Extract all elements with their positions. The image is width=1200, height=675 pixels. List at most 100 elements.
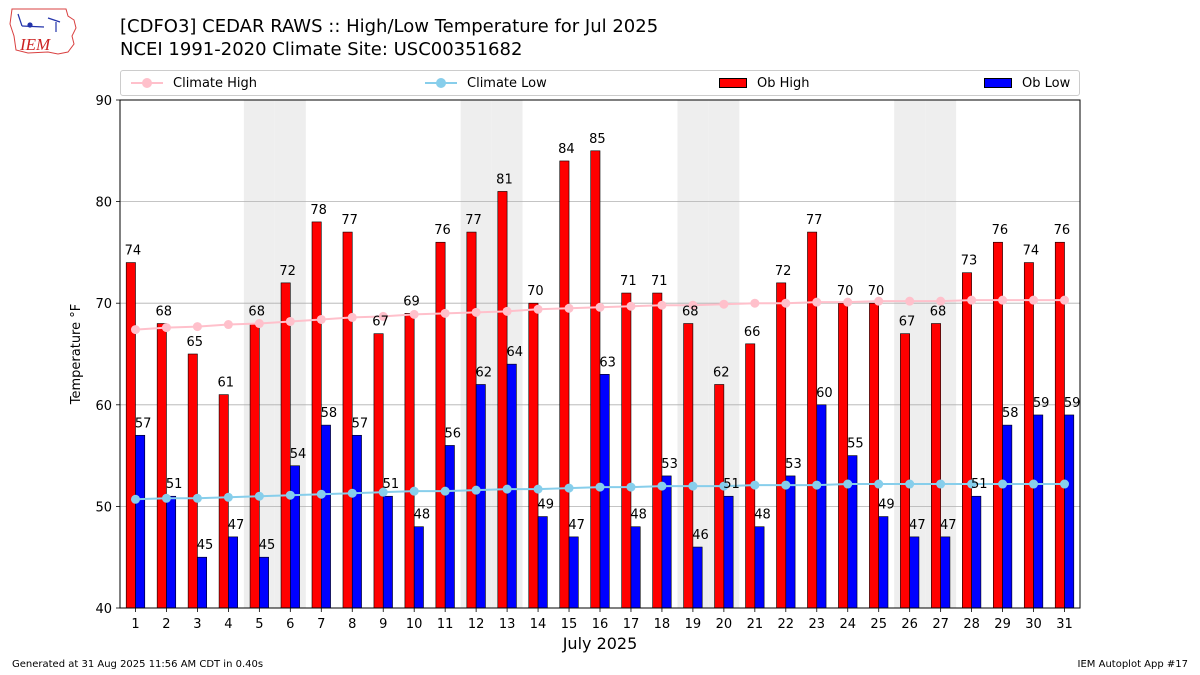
- legend-climate-low: Climate Low: [425, 71, 547, 95]
- climate-low-point-19: [688, 481, 698, 491]
- chart-subtitle: NCEI 1991-2020 Climate Site: USC00351682: [120, 39, 523, 60]
- ob-high-bar-19: [683, 323, 694, 609]
- ob-high-label-8: 77: [341, 213, 358, 228]
- legend-ob-low: Ob Low: [984, 71, 1070, 95]
- ob-high-label-17: 71: [620, 274, 637, 289]
- ob-low-label-8: 57: [352, 416, 369, 431]
- ob-low-label-9: 51: [383, 477, 400, 492]
- x-tick-label-6: 6: [286, 617, 294, 632]
- ob-low-bar-11: [444, 445, 455, 609]
- climate-high-point-12: [471, 307, 481, 317]
- ob-low-label-5: 45: [259, 538, 276, 553]
- x-tick-label-29: 29: [994, 617, 1011, 632]
- x-tick-label-8: 8: [348, 617, 356, 632]
- y-tick-label-50: 50: [95, 500, 112, 515]
- climate-high-point-4: [223, 320, 233, 330]
- climate-high-point-15: [564, 303, 574, 313]
- climate-low-point-30: [1029, 479, 1039, 489]
- ob-high-label-12: 77: [465, 213, 482, 228]
- ob-low-bar-8: [351, 434, 362, 609]
- climate-low-point-18: [657, 481, 667, 491]
- ob-low-bar-6: [290, 465, 300, 609]
- ob-high-label-6: 72: [279, 264, 296, 279]
- x-tick-label-5: 5: [255, 617, 263, 632]
- climate-low-point-13: [502, 484, 512, 494]
- ob-high-label-14: 70: [527, 284, 544, 299]
- climate-low-point-3: [192, 493, 202, 503]
- climate-high-point-13: [502, 306, 512, 316]
- ob-high-label-11: 76: [434, 223, 451, 238]
- x-tick-label-21: 21: [747, 617, 764, 632]
- ob-low-bar-27: [940, 536, 951, 609]
- x-tick-label-2: 2: [162, 617, 170, 632]
- ob-high-label-9: 67: [372, 315, 389, 330]
- climate-low-point-23: [812, 480, 822, 490]
- climate-high-point-6: [285, 316, 295, 326]
- climate-high-point-5: [254, 319, 264, 329]
- climate-low-point-16: [595, 482, 605, 492]
- ob-low-label-2: 51: [166, 477, 183, 492]
- ob-low-label-30: 59: [1033, 396, 1050, 411]
- ob-high-label-19: 68: [682, 305, 699, 320]
- climate-high-point-9: [378, 311, 388, 321]
- climate-low-point-8: [347, 488, 357, 498]
- ob-low-label-22: 53: [785, 457, 802, 472]
- ob-low-label-29: 58: [1002, 406, 1019, 421]
- ob-high-bar-20: [714, 384, 725, 609]
- ob-high-bar-26: [900, 333, 910, 609]
- x-tick-label-3: 3: [193, 617, 201, 632]
- ob-high-label-26: 67: [899, 315, 916, 330]
- ob-high-bar-22: [776, 282, 787, 609]
- climate-low-point-22: [781, 480, 791, 490]
- x-tick-label-12: 12: [468, 617, 485, 632]
- ob-high-bar-1: [125, 262, 136, 609]
- climate-high-point-25: [874, 296, 884, 306]
- climate-low-point-1: [130, 494, 140, 504]
- ob-low-bar-9: [382, 495, 393, 609]
- ob-high-label-24: 70: [837, 284, 854, 299]
- ob-high-label-23: 77: [806, 213, 823, 228]
- iem-logo: IEM: [9, 8, 77, 55]
- ob-high-label-28: 73: [961, 254, 978, 269]
- x-tick-label-28: 28: [963, 617, 980, 632]
- ob-low-bar-14: [537, 516, 548, 609]
- ob-low-bar-28: [971, 495, 982, 609]
- climate-high-point-29: [998, 295, 1008, 305]
- x-tick-label-13: 13: [499, 617, 516, 632]
- ob-low-bar-29: [1002, 424, 1013, 609]
- ob-high-label-27: 68: [930, 305, 947, 320]
- ob-high-bar-23: [807, 231, 818, 609]
- ob-high-bar-15: [559, 160, 570, 609]
- legend-climate-low-swatch: [425, 78, 457, 88]
- climate-high-point-8: [347, 312, 357, 322]
- ob-low-bar-12: [475, 384, 486, 609]
- y-axis-title: Temperature °F: [69, 304, 84, 405]
- climate-low-point-28: [967, 479, 977, 489]
- x-tick-label-27: 27: [932, 617, 949, 632]
- x-axis-title: July 2025: [562, 634, 638, 653]
- ob-high-label-10: 69: [403, 294, 420, 309]
- ob-high-bar-18: [652, 292, 663, 609]
- ob-low-label-21: 48: [754, 508, 771, 523]
- legend: Climate High Climate Low Ob High Ob Low: [120, 70, 1080, 96]
- ob-high-bar-11: [435, 241, 446, 609]
- ob-high-label-13: 81: [496, 172, 513, 187]
- climate-low-point-11: [440, 486, 450, 496]
- x-tick-label-26: 26: [901, 617, 918, 632]
- logo-text: IEM: [19, 35, 51, 54]
- climate-low-point-2: [161, 493, 171, 503]
- climate-low-point-29: [998, 479, 1008, 489]
- ob-low-bar-24: [847, 455, 858, 609]
- legend-climate-high-label: Climate High: [173, 75, 258, 91]
- ob-high-bar-25: [869, 302, 880, 609]
- ob-low-bar-19: [692, 546, 703, 609]
- climate-low-point-6: [285, 490, 295, 500]
- ob-low-label-12: 62: [476, 365, 493, 380]
- ob-high-label-18: 71: [651, 274, 668, 289]
- y-tick-label-90: 90: [95, 94, 112, 109]
- climate-low-point-15: [564, 483, 574, 493]
- climate-high-point-1: [130, 325, 140, 335]
- ob-low-label-14: 49: [537, 498, 554, 513]
- y-tick-label-60: 60: [95, 399, 112, 414]
